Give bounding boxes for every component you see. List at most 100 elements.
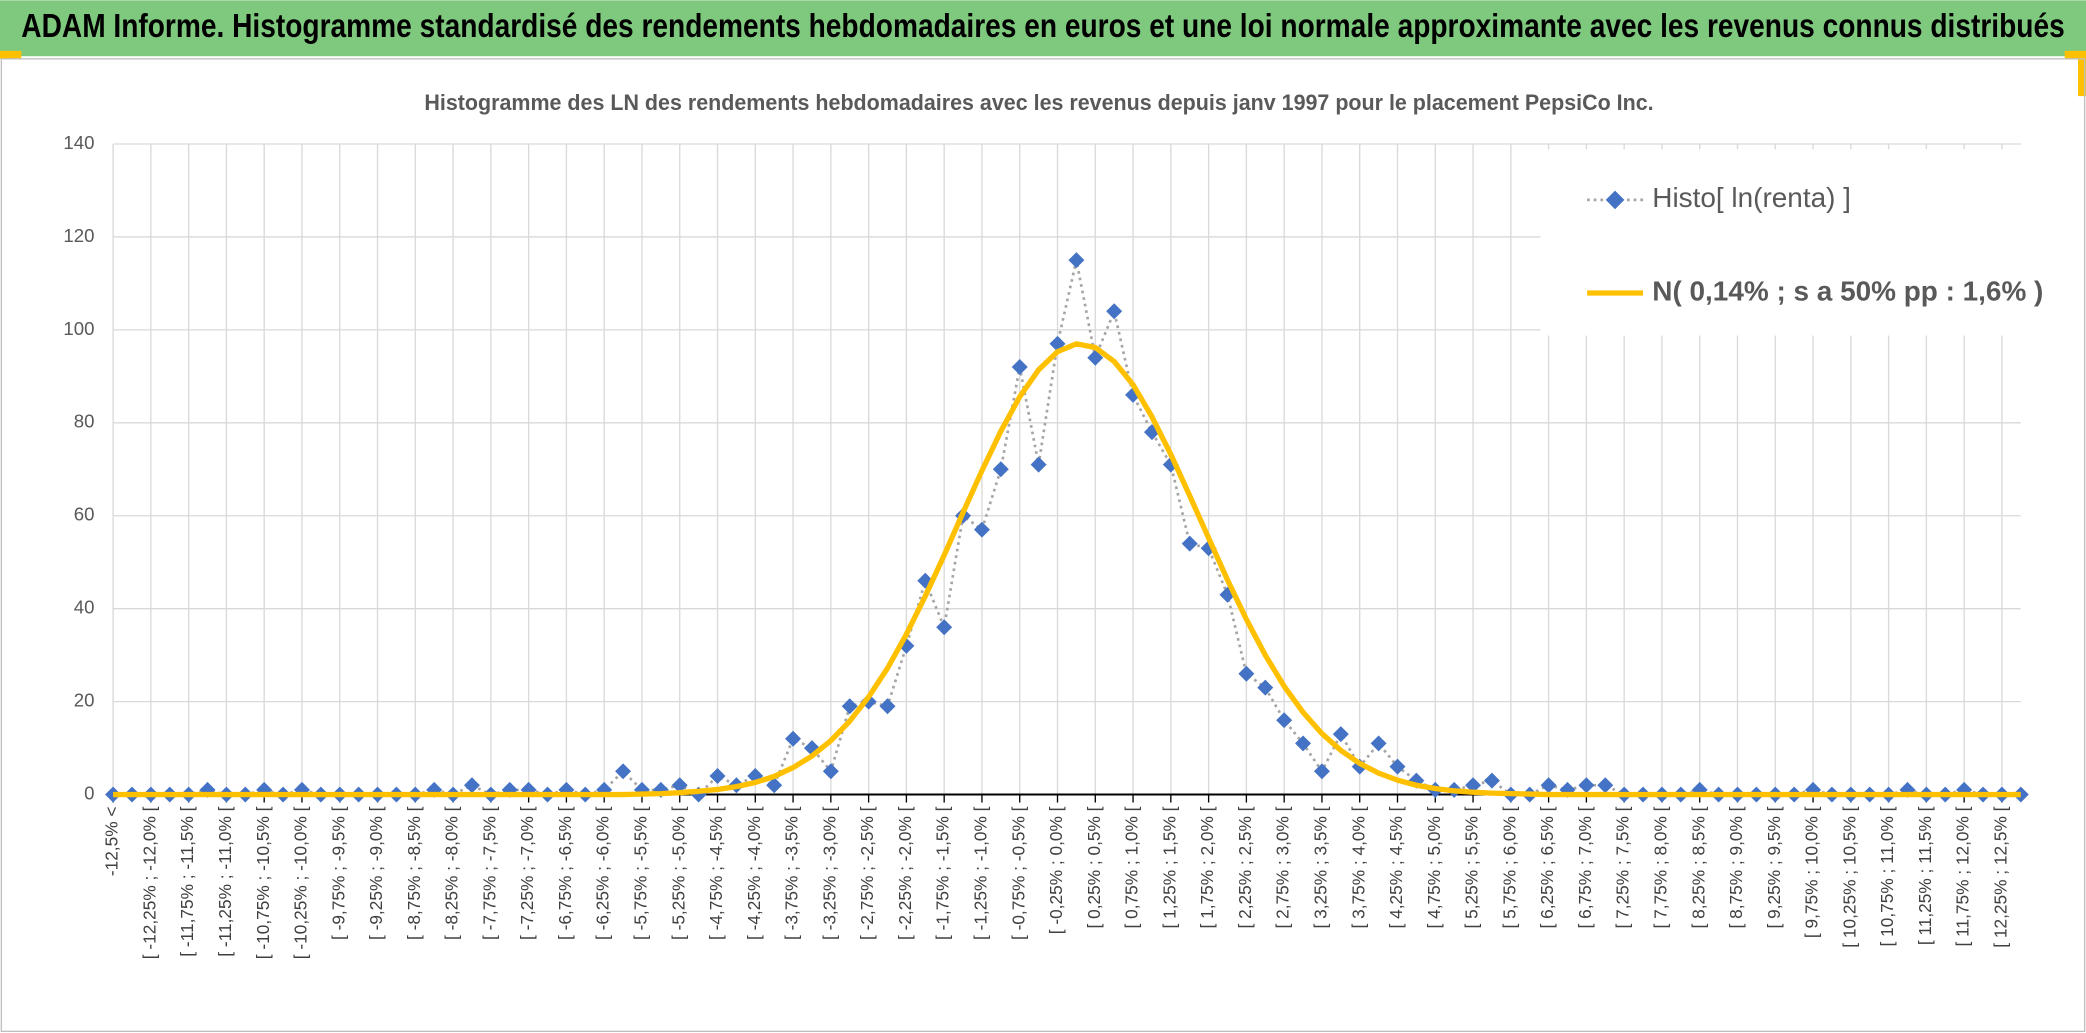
data-point (1389, 758, 1406, 775)
x-tick-label: [ -9,25% ; -9,0% [ (366, 806, 386, 940)
x-tick-label: [ -8,75% ; -8,5% [ (404, 806, 424, 940)
x-tick-label: [ 0,25% ; 0,5% [ (1084, 806, 1104, 928)
data-point (1238, 665, 1255, 682)
x-tick-label: [ -2,75% ; -2,5% [ (857, 806, 877, 940)
corner (2064, 50, 2086, 59)
x-tick-label: [ -9,75% ; -9,5% [ (328, 806, 348, 940)
data-point (1011, 359, 1028, 376)
data-point (1030, 456, 1047, 473)
legend-box (1540, 149, 2023, 336)
x-tick-label: [ 6,25% ; 6,5% [ (1537, 806, 1557, 928)
data-point (766, 777, 783, 794)
series-line (113, 341, 2021, 798)
x-tick-label: [ -0,75% ; -0,5% [ (1008, 806, 1028, 940)
x-tick-label: [ 6,75% ; 7,0% [ (1575, 806, 1595, 928)
chart-border (0, 58, 2086, 1033)
x-tick-label: [ 9,75% ; 10,0% [ (1802, 806, 1822, 938)
data-point (1276, 712, 1293, 729)
y-tick-label: 40 (74, 597, 95, 618)
data-point (1313, 763, 1330, 780)
legend-label: N( 0,14% ; s a 50% pp : 1,6% ) (1652, 275, 2043, 306)
x-tick-label: [ 1,25% ; 1,5% [ (1159, 806, 1179, 928)
data-point (785, 730, 802, 747)
data-point (1068, 252, 1085, 269)
x-tick-label: [ 2,75% ; 3,0% [ (1273, 806, 1293, 928)
corner (0, 50, 22, 59)
x-tick-label: [ -10,75% ; -10,5% [ (253, 806, 273, 959)
x-tick-label: [ -10,25% ; -10,0% [ (291, 806, 311, 959)
data-point (1332, 726, 1349, 743)
x-tick-label: [ 1,75% ; 2,0% [ (1197, 806, 1217, 928)
x-tick-label: [ -6,75% ; -6,5% [ (555, 806, 575, 940)
data-point (463, 777, 480, 794)
x-tick-label: [ 11,25% ; 11,5% [ (1915, 806, 1935, 945)
data-point (879, 698, 896, 715)
data-point (1483, 772, 1500, 789)
x-tick-label: [ -7,25% ; -7,0% [ (517, 806, 537, 940)
data-point (936, 619, 953, 636)
x-tick-label: [ -6,25% ; -6,0% [ (593, 806, 613, 940)
x-tick-label: [ 10,75% ; 11,0% [ (1877, 806, 1897, 946)
x-tick-label: [ 12,25% ; 12,5% [ (1990, 806, 2010, 947)
y-tick-label: 0 (84, 782, 94, 803)
data-point (615, 763, 632, 780)
y-tick-label: 100 (63, 318, 94, 339)
x-tick-label: [ 5,75% ; 6,0% [ (1499, 806, 1519, 928)
x-tick-label: [ -12,25% ; -12,0% [ (139, 806, 159, 959)
x-tick-label: [ 7,25% ; 7,5% [ (1613, 806, 1633, 928)
data-point (1578, 777, 1595, 794)
x-tick-label: [ -5,25% ; -5,0% [ (668, 806, 688, 940)
y-tick-label: 80 (74, 411, 95, 432)
x-tick-label: [ -5,75% ; -5,5% [ (631, 806, 651, 940)
y-tick-label: 20 (74, 690, 95, 711)
data-point (709, 767, 726, 784)
title-banner (0, 0, 2086, 57)
x-tick-label: [ -1,25% ; -1,0% [ (971, 806, 991, 940)
y-tick-label: 120 (63, 225, 94, 246)
x-tick-label: [ -7,75% ; -7,5% [ (479, 806, 499, 940)
data-point (822, 763, 839, 780)
x-tick-label: [ -2,25% ; -2,0% [ (895, 806, 915, 940)
x-tick-label: [ 8,75% ; 9,0% [ (1726, 806, 1746, 928)
x-tick-label: [ 3,25% ; 3,5% [ (1311, 806, 1331, 928)
x-tick-label: [ -1,75% ; -1,5% [ (933, 806, 953, 940)
data-point (1257, 679, 1274, 696)
x-tick-label: [ 5,25% ; 5,5% [ (1462, 806, 1482, 928)
x-tick-label: [ 8,25% ; 8,5% [ (1688, 806, 1708, 928)
y-tick-label: 60 (74, 504, 95, 525)
legend-label: Histo[ ln(renta) ] (1652, 182, 1851, 213)
legend-marker (1605, 190, 1625, 210)
y-tick-label: 140 (63, 132, 94, 153)
chart-title: ADAM Informe. Histogramme standardisé de… (21, 8, 2064, 45)
x-tick-label: [ 9,25% ; 9,5% [ (1764, 806, 1784, 928)
data-point (1465, 777, 1482, 794)
x-tick-label: [ 7,75% ; 8,0% [ (1650, 806, 1670, 928)
x-tick-label: [ -11,25% ; -11,0% [ (215, 806, 235, 956)
data-point (1597, 777, 1614, 794)
data-point (1181, 535, 1198, 552)
data-point (841, 698, 858, 715)
x-tick-label: [ 0,75% ; 1,0% [ (1122, 806, 1142, 928)
x-tick-label: [ -8,25% ; -8,0% [ (442, 806, 462, 940)
x-tick-label: [ -4,75% ; -4,5% [ (706, 806, 726, 940)
x-tick-label: [ 3,75% ; 4,0% [ (1348, 806, 1368, 928)
data-point (1540, 777, 1557, 794)
x-tick-label: [ -4,25% ; -4,0% [ (744, 806, 764, 940)
data-point (1370, 735, 1387, 752)
data-point (1106, 303, 1123, 320)
chart-subtitle: Histogramme des LN des rendements hebdom… (424, 90, 1653, 115)
x-tick-label: [ -0,25% ; 0,0% [ (1046, 806, 1066, 934)
x-tick-label: [ 4,75% ; 5,0% [ (1424, 806, 1444, 928)
x-tick-label: [ -11,75% ; -11,5% [ (177, 806, 197, 956)
x-tick-label: [ -3,75% ; -3,5% [ (782, 806, 802, 940)
x-tick-label: [ 10,25% ; 10,5% [ (1839, 806, 1859, 947)
x-tick-label: [ -3,25% ; -3,0% [ (819, 806, 839, 940)
x-tick-label: [ 4,25% ; 4,5% [ (1386, 806, 1406, 928)
x-tick-label: -12,5% < (102, 807, 122, 877)
x-tick-label: [ 11,75% ; 12,0% [ (1953, 806, 1973, 946)
data-point (671, 777, 688, 794)
corner (2078, 56, 2086, 97)
x-tick-label: [ 2,25% ; 2,5% [ (1235, 806, 1255, 928)
data-point (1295, 735, 1312, 752)
